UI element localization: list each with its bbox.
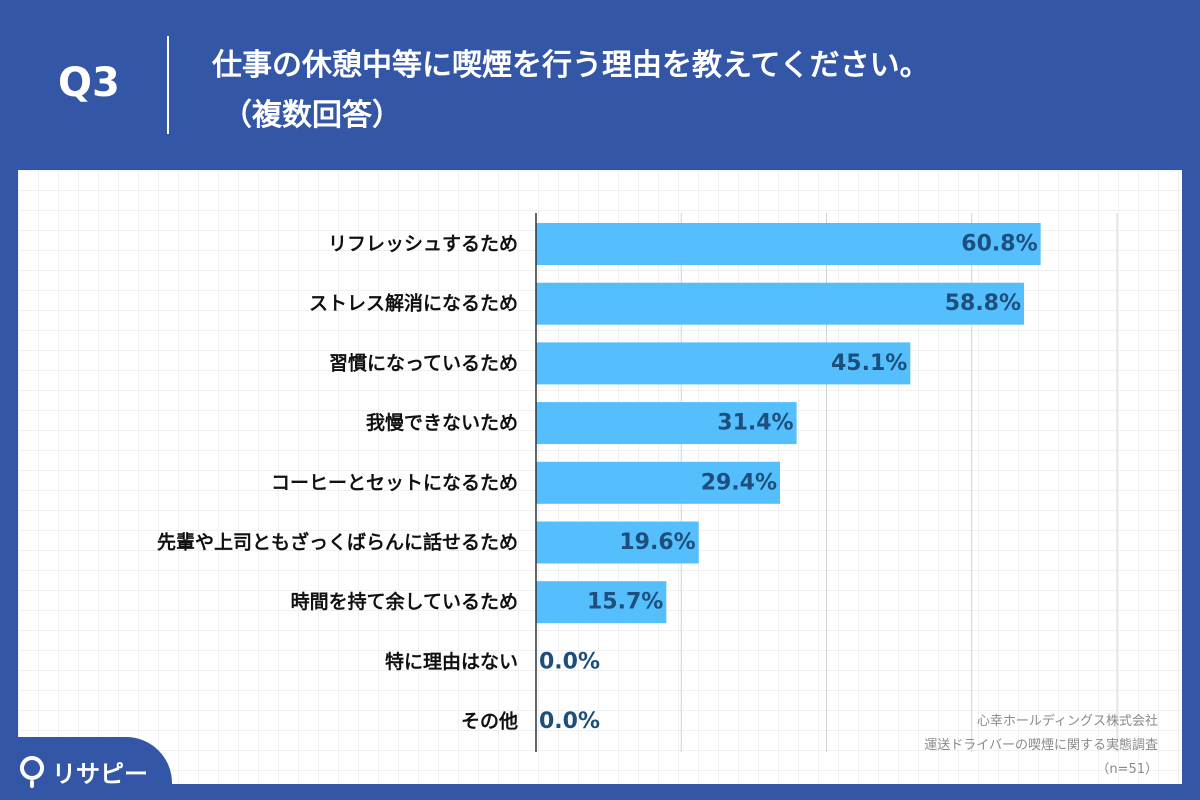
category-label: 時間を持て余しているため: [291, 590, 518, 613]
value-label: 15.7%: [587, 590, 663, 615]
value-label: 31.4%: [717, 411, 793, 436]
category-label: リフレッシュするため: [328, 233, 518, 255]
value-label: 0.0%: [539, 649, 600, 674]
bar: [536, 521, 699, 564]
category-label: 習慣になっているため: [329, 351, 518, 374]
question-number: Q3: [58, 60, 120, 106]
bar: [536, 223, 1041, 265]
category-label: その他: [461, 710, 518, 733]
bar: [536, 342, 911, 385]
bar: [536, 581, 667, 624]
value-label: 60.8%: [961, 232, 1037, 257]
header-divider: [167, 36, 169, 134]
bar: [536, 402, 797, 445]
value-label: 19.6%: [619, 530, 695, 555]
question-title: 仕事の休憩中等に喫煙を行う理由を教えてください。: [212, 48, 930, 83]
brand-name: リサピー: [52, 760, 148, 788]
category-label: 先輩や上司ともざっくばらんに話せるため: [157, 531, 518, 554]
bar: [536, 282, 1025, 325]
source-survey: 運送ドライバーの喫煙に関する実態調査: [924, 738, 1158, 753]
bar: [536, 461, 781, 504]
source-company: 心幸ホールディングス株式会社: [976, 714, 1158, 729]
pin-icon: [20, 756, 44, 788]
header: Q3 仕事の休憩中等に喫煙を行う理由を教えてください。 （複数回答）: [0, 0, 1200, 170]
category-label: コーヒーとセットになるため: [271, 472, 518, 494]
value-label: 58.8%: [945, 291, 1021, 316]
value-label: 0.0%: [539, 709, 600, 734]
chart-panel: リフレッシュするため 60.8% ストレス解消になるため 58.8% 習慣になっているた…: [18, 170, 1182, 784]
category-label: 我慢できないため: [366, 411, 518, 434]
source-sample-size: （n=51）: [1096, 762, 1158, 777]
question-subtitle: （複数回答）: [222, 98, 402, 133]
bar-chart: リフレッシュするため 60.8% ストレス解消になるため 58.8% 習慣になっているた…: [157, 213, 1118, 752]
brand-logo: リサピー: [0, 737, 172, 800]
value-label: 45.1%: [831, 351, 907, 376]
category-label: 特に理由はない: [385, 650, 518, 673]
value-label: 29.4%: [701, 470, 777, 495]
category-label: ストレス解消になるため: [309, 292, 518, 315]
